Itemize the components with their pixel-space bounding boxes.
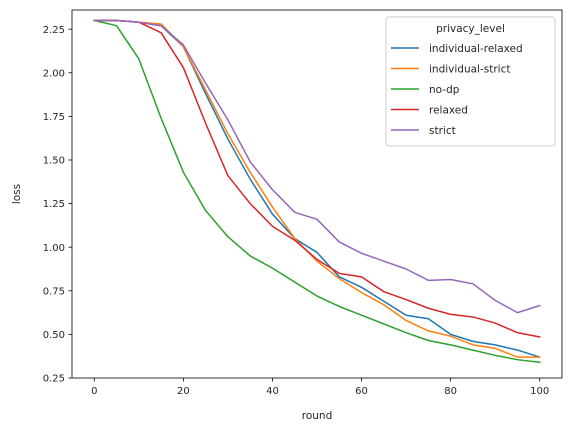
legend: privacy_level individual-relaxed individu… xyxy=(385,16,556,147)
series-line-no-dp xyxy=(93,19,541,364)
x-tick-label: 40 xyxy=(266,386,279,397)
y-tick-label: 2.25 xyxy=(43,25,65,36)
y-axis-label: loss xyxy=(11,184,23,204)
y-tick-label: 0.75 xyxy=(43,286,65,297)
legend-entry-individual-strict: individual-strict xyxy=(429,64,510,76)
legend-title: privacy_level xyxy=(436,23,505,35)
x-tick-label: 60 xyxy=(355,386,368,397)
x-tick-label: 0 xyxy=(91,386,97,397)
y-tick-label: 1.00 xyxy=(43,243,65,254)
y-tick-label: 1.75 xyxy=(43,112,65,123)
plot-area xyxy=(93,19,541,364)
y-tick-label: 0.50 xyxy=(43,330,65,341)
legend-entry-individual-relaxed: individual-relaxed xyxy=(429,43,523,55)
x-tick-label: 80 xyxy=(444,386,457,397)
legend-entry-no-dp: no-dp xyxy=(429,84,460,96)
x-tick-label: 20 xyxy=(177,386,190,397)
axes: 0 20 40 60 80 100 0.25 0.50 0.75 1.00 1.25 1.50 1.75… xyxy=(43,9,563,397)
x-axis-label: round xyxy=(302,410,333,422)
y-tick-label: 1.50 xyxy=(43,156,65,167)
y-tick-label: 1.25 xyxy=(43,199,65,210)
series-line-relaxed xyxy=(93,19,541,338)
axes-frame xyxy=(71,9,563,379)
x-tick-label: 100 xyxy=(530,386,549,397)
y-tick-label: 0.25 xyxy=(43,374,65,385)
legend-entry-strict: strict xyxy=(429,125,456,137)
legend-box xyxy=(385,16,556,147)
y-tick-label: 2.00 xyxy=(43,68,65,79)
legend-entry-relaxed: relaxed xyxy=(429,105,468,117)
series-line-strict xyxy=(93,19,541,314)
